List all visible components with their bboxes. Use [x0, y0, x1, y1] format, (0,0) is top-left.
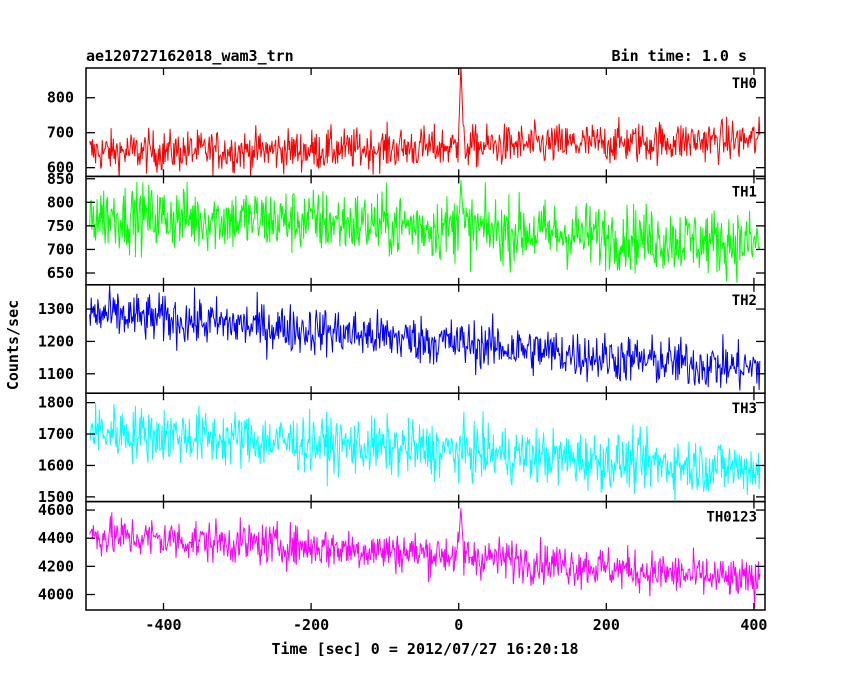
x-axis-label: Time [sec] 0 = 2012/07/27 16:20:18 [271, 640, 578, 658]
panel-label: TH0 [732, 76, 757, 92]
panel-frame [85, 500, 766, 611]
header-bin-time: Bin time: 1.0 s [612, 47, 747, 65]
y-tick-label: 1300 [38, 300, 74, 318]
x-tick-label: 400 [740, 616, 767, 634]
y-tick-label: 1100 [38, 365, 74, 383]
panel-frame [85, 67, 766, 178]
panel-label: TH3 [732, 401, 757, 417]
x-tick-label: 200 [593, 616, 620, 634]
panel-th1: 650 700 750 800 850 TH1 [47, 170, 766, 286]
panel-label: TH1 [732, 184, 757, 200]
x-axis: -400 -200 0 200 400 [145, 616, 767, 634]
header-title: ae120727162018_wam3_trn [86, 47, 294, 65]
series-line-th0123 [89, 508, 761, 609]
y-tick-label: 1800 [38, 394, 74, 412]
panels: 600 700 800 TH0 650 700 750 800 850 TH1 1100 1200 13… [38, 67, 766, 611]
panel-label: TH2 [732, 293, 757, 309]
y-tick-label: 1700 [38, 425, 74, 443]
series-line-th0 [89, 68, 761, 177]
y-tick-label: 850 [47, 170, 74, 188]
y-axis-label: Counts/sec [4, 300, 22, 390]
y-tick-label: 700 [47, 240, 74, 258]
y-tick-label: 750 [47, 217, 74, 235]
y-tick-label: 800 [47, 89, 74, 107]
y-tick-label: 600 [47, 159, 74, 177]
panel-th0: 600 700 800 TH0 [47, 67, 766, 178]
x-tick-label: 0 [454, 616, 463, 634]
y-tick-label: 650 [47, 264, 74, 282]
panel-label: TH0123 [706, 510, 757, 526]
y-tick-label: 1600 [38, 456, 74, 474]
y-tick-label: 4400 [38, 529, 74, 547]
series-line-th2 [89, 285, 761, 391]
y-tick-label: 4600 [38, 501, 74, 519]
y-tick-label: 1500 [38, 488, 74, 506]
series-line-th1 [89, 180, 761, 283]
x-tick-label: -200 [293, 616, 329, 634]
x-tick-label: -400 [145, 616, 181, 634]
y-tick-label: 4000 [38, 586, 74, 604]
panel-th3: 1500 1600 1700 1800 TH3 [38, 392, 766, 506]
y-tick-label: 700 [47, 124, 74, 142]
panel-th2: 1100 1200 1300 TH2 [38, 284, 766, 394]
panel-frame [85, 392, 766, 503]
y-tick-label: 800 [47, 193, 74, 211]
y-tick-label: 1200 [38, 332, 74, 350]
series-line-th3 [89, 402, 761, 502]
panel-th0123: 4000 4200 4400 4600 TH0123 [38, 500, 766, 611]
y-tick-label: 4200 [38, 557, 74, 575]
